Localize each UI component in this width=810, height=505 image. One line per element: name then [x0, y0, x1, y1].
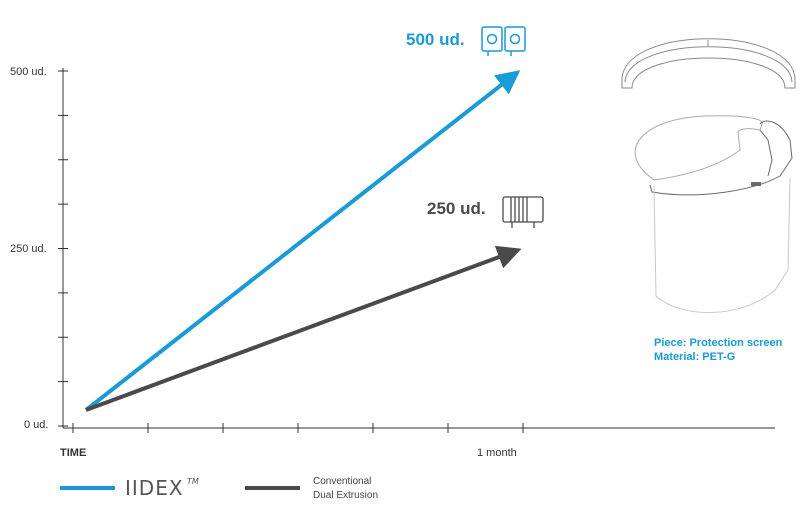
series-line-iidex: [84, 70, 521, 412]
legend-label-conventional-line2: Dual Extrusion: [313, 490, 378, 501]
piece-info: Piece: Protection screen Material: PET-G: [654, 336, 782, 364]
face-shield-drawing-icon: [621, 38, 796, 313]
conventional-end-label: 250 ud.: [427, 199, 486, 218]
material-label: Material: PET-G: [654, 351, 736, 363]
y-tick-label-500: 500 ud.: [10, 66, 47, 78]
series-line-conventional: [85, 245, 522, 412]
y-ticks: [58, 70, 68, 427]
legend-label-conventional-line1: Conventional: [313, 476, 371, 487]
single-head-printer-icon: [502, 196, 544, 228]
piece-label: Piece: Protection screen: [654, 337, 783, 349]
iidex-end-label: 500 ud.: [406, 30, 465, 49]
x-tick-label-time: TIME: [60, 447, 86, 459]
y-tick-label-250: 250 ud.: [10, 243, 47, 255]
x-tick-label-1-month: 1 month: [477, 447, 517, 459]
dual-head-printer-icon: [481, 26, 526, 56]
legend-label-iidex: IIDEX: [125, 476, 184, 500]
legend-label-iidex-tm: TM: [187, 477, 199, 486]
x-ticks: [72, 423, 524, 433]
y-tick-label-0: 0 ud.: [24, 419, 48, 431]
